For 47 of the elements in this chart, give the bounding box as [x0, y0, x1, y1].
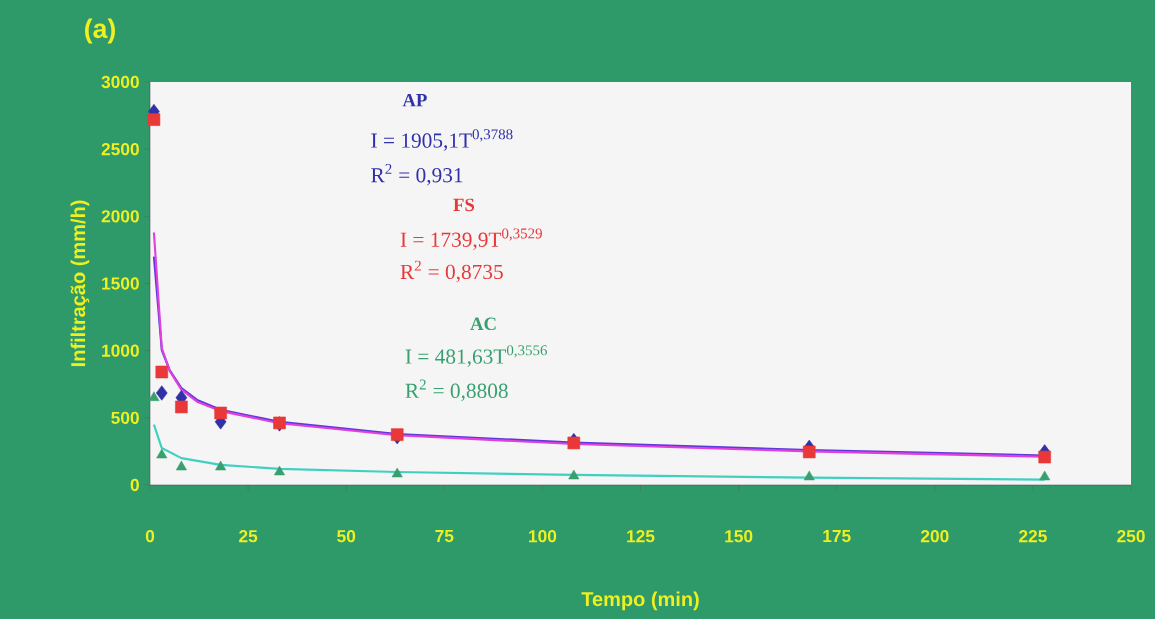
- point: [156, 385, 168, 401]
- x-tick-label: 25: [239, 530, 258, 543]
- point: [1038, 450, 1051, 464]
- x-tick-label: 175: [823, 530, 851, 543]
- annotation: I = 1905,1T$^{0,3788}$: [371, 129, 513, 151]
- y-tick-label: 0: [130, 478, 139, 492]
- annotation: R$^{2}$ = 0,931: [371, 163, 463, 186]
- x-tick-label: 100: [529, 530, 557, 543]
- text: AP: [402, 93, 427, 107]
- point: [568, 469, 580, 480]
- y-tick-label: 2000: [101, 210, 139, 223]
- x-tick-label: 200: [920, 530, 949, 543]
- y-axis-title: Infiltração (mm/h): [70, 200, 90, 367]
- x-tick-label: 0: [145, 530, 155, 543]
- chart-title: (a): [85, 18, 115, 44]
- annotation: R$^{2}$ = 0,8735: [400, 260, 503, 283]
- point: [175, 460, 187, 471]
- point: [1039, 470, 1051, 481]
- point: [215, 460, 227, 471]
- x-axis-title: Tempo (min): [581, 591, 699, 611]
- y-tick-label: 3000: [101, 75, 139, 89]
- point: [147, 113, 161, 126]
- point: [274, 465, 285, 476]
- annotation: R$^{2}$ = 0,8808: [405, 379, 508, 402]
- text: FS: [453, 198, 475, 212]
- point: [175, 400, 188, 414]
- point: [214, 406, 227, 420]
- y-tick-label: 1500: [102, 277, 139, 290]
- point: [148, 391, 160, 401]
- y-tick-label: 500: [111, 411, 139, 424]
- point: [390, 428, 404, 441]
- point: [802, 445, 816, 459]
- annotation: I = 481,63T$^{0,3556}$: [405, 345, 547, 367]
- text: AC: [470, 317, 496, 331]
- point: [155, 365, 169, 379]
- x-tick-label: 225: [1019, 530, 1047, 543]
- x-tick-label: 150: [725, 530, 753, 543]
- annotation: I = 1739,9T$^{0,3529}$: [400, 228, 542, 250]
- x-tick-label: 50: [337, 530, 356, 543]
- y-tick-label: 2500: [101, 143, 139, 156]
- point: [803, 470, 815, 481]
- point: [391, 467, 403, 478]
- point: [156, 448, 168, 459]
- x-tick-label: 125: [627, 530, 655, 543]
- x-tick-label: 75: [435, 530, 454, 543]
- x-tick-label: 250: [1117, 530, 1145, 543]
- y-tick-label: 1000: [102, 344, 139, 357]
